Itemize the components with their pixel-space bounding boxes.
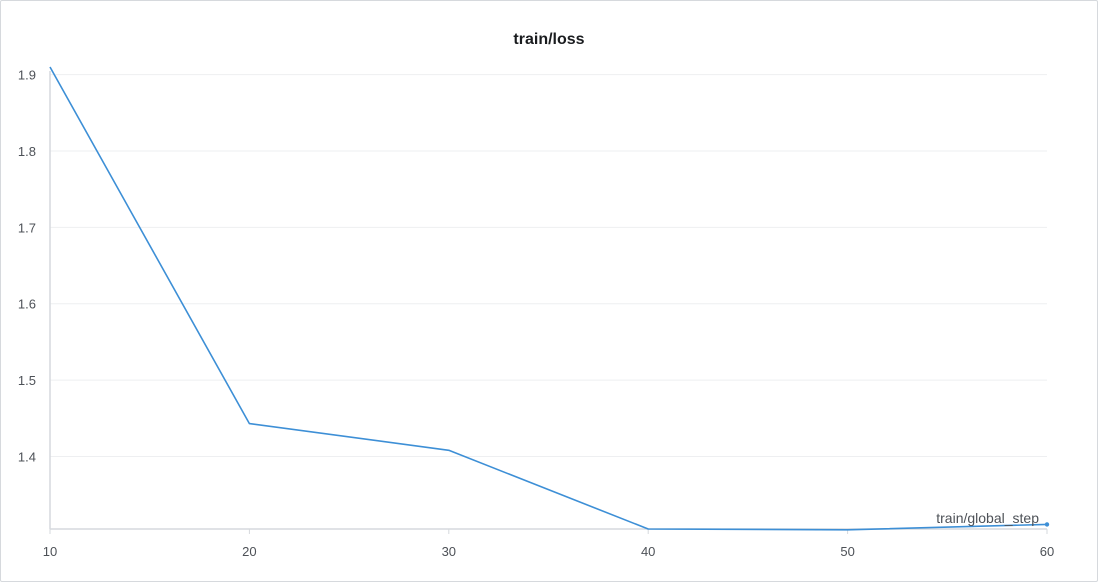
x-axis-title: train/global_step <box>936 510 1039 526</box>
x-tick-labels: 10 20 30 40 50 60 <box>43 544 1054 559</box>
x-tick-label: 20 <box>242 544 256 559</box>
x-tick-label: 50 <box>840 544 854 559</box>
x-tick-label: 10 <box>43 544 57 559</box>
y-gridlines <box>50 74 1047 457</box>
y-tick-label: 1.5 <box>18 373 36 388</box>
chart-title: train/loss <box>513 31 585 48</box>
y-tick-label: 1.7 <box>18 220 36 235</box>
series-lines <box>49 66 1050 531</box>
x-tick-label: 30 <box>442 544 456 559</box>
x-axis <box>49 71 1048 534</box>
y-tick-labels: 1.4 1.5 1.6 1.7 1.8 1.9 <box>18 68 36 465</box>
y-tick-label: 1.9 <box>18 68 36 83</box>
series-end-point <box>1044 522 1050 527</box>
x-tick-label: 60 <box>1040 544 1054 559</box>
y-tick-label: 1.6 <box>18 297 36 312</box>
series-line <box>49 66 1048 531</box>
y-tick-label: 1.4 <box>18 449 36 464</box>
x-tick-label: 40 <box>641 544 655 559</box>
y-tick-label: 1.8 <box>18 144 36 159</box>
